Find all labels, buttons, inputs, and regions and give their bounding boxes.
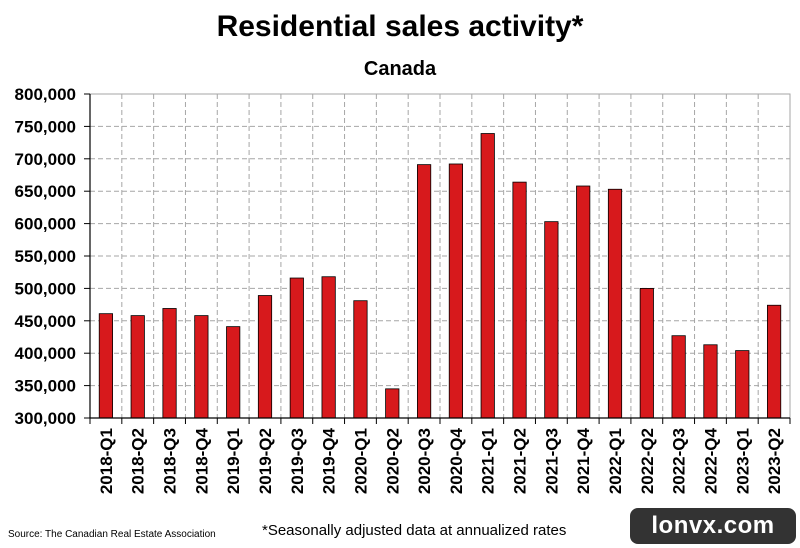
bar [194,315,209,419]
watermark-badge: lonvx.com [630,508,796,544]
y-tick-label: 700,000 [15,150,76,169]
bar [417,164,432,419]
x-tick-label: 2020-Q4 [447,427,466,494]
x-tick-label: 2021-Q3 [542,428,561,494]
bar [385,388,400,419]
x-tick-label: 2023-Q1 [733,428,752,494]
bar [767,304,782,419]
x-tick-label: 2021-Q1 [479,428,498,494]
bar [289,277,304,419]
x-tick-label: 2023-Q2 [765,428,784,494]
y-tick-label: 550,000 [15,247,76,266]
bar [480,133,495,419]
source-note: Source: The Canadian Real Estate Associa… [8,529,216,540]
x-tick-label: 2022-Q3 [670,428,689,494]
bar [703,344,718,419]
bar [576,185,591,419]
bar [162,308,177,419]
x-tick-label: 2019-Q1 [224,428,243,494]
bar [671,335,686,419]
bar [512,181,527,419]
y-tick-label: 600,000 [15,215,76,234]
bar [607,188,623,419]
bar [98,313,113,419]
x-tick-label: 2020-Q3 [415,428,434,494]
x-tick-label: 2022-Q1 [606,428,625,494]
x-tick-label: 2021-Q4 [574,427,593,494]
bar [321,276,336,419]
y-tick-label: 500,000 [15,279,76,298]
bar [257,295,273,419]
bar [226,326,241,419]
x-tick-label: 2020-Q1 [351,428,370,494]
x-tick-label: 2018-Q1 [97,428,116,494]
x-tick-label: 2019-Q2 [256,428,275,494]
y-tick-label: 450,000 [15,312,76,331]
bar [353,300,368,419]
bar [448,163,463,419]
x-tick-label: 2020-Q2 [383,428,402,494]
y-tick-label: 750,000 [15,117,76,136]
bar [544,221,559,419]
x-tick-label: 2022-Q2 [638,428,657,494]
bar [735,350,750,419]
x-tick-label: 2019-Q4 [320,427,339,494]
y-tick-label: 650,000 [15,182,76,201]
y-tick-label: 350,000 [15,377,76,396]
y-tick-label: 800,000 [15,85,76,104]
chart-subtitle: Canada [363,58,437,80]
x-tick-label: 2018-Q3 [161,428,180,494]
y-tick-label: 300,000 [15,409,76,428]
x-tick-label: 2021-Q2 [511,428,530,494]
footnote: *Seasonally adjusted data at annualized … [262,522,567,539]
x-tick-label: 2018-Q4 [192,427,211,494]
x-tick-label: 2018-Q2 [129,428,148,494]
x-tick-label: 2022-Q4 [701,427,720,494]
bar [130,315,145,419]
x-tick-label: 2019-Q3 [288,428,307,494]
bar [639,287,654,419]
chart-title: Residential sales activity* [216,10,584,43]
y-tick-label: 400,000 [15,344,76,363]
